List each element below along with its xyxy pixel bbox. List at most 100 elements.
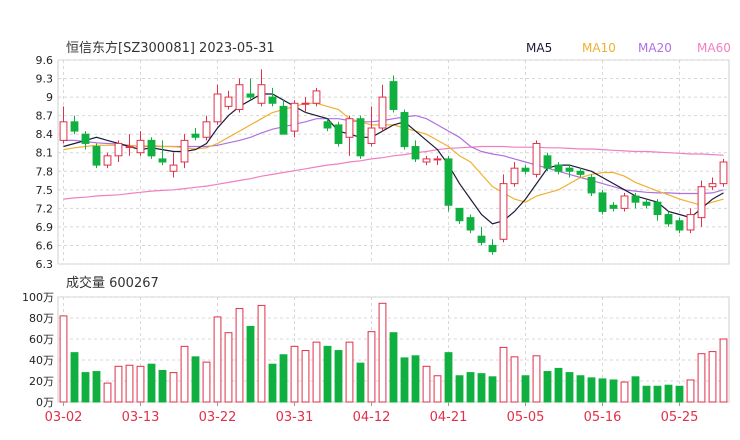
- volume-bar: [246, 325, 255, 403]
- candle: [466, 214, 475, 234]
- candle-body: [620, 195, 629, 209]
- candle-body: [191, 133, 200, 138]
- volume-bar: [708, 351, 717, 403]
- volume-bar: [675, 385, 684, 403]
- volume-tick-label: 60万: [29, 333, 54, 346]
- volume-bar: [455, 375, 464, 403]
- candle-body: [136, 139, 145, 154]
- candle: [334, 121, 343, 147]
- volume-tick-label: 20万: [29, 375, 54, 388]
- candle-body: [213, 93, 222, 123]
- candle: [719, 158, 728, 187]
- price-tick-label: 6.3: [36, 258, 54, 271]
- volume-bar: [334, 350, 343, 403]
- candle-body: [455, 207, 464, 222]
- candle-body: [543, 155, 552, 169]
- candle: [565, 165, 574, 178]
- date-axis: 03-02 03-13 03-22 03-31 04-12 04-21 05-05 05-16…: [45, 402, 698, 425]
- candle: [103, 152, 112, 169]
- volume-bar: [312, 341, 321, 403]
- volume-bar: [543, 371, 552, 403]
- candle-body: [367, 127, 376, 144]
- candle: [532, 140, 541, 178]
- volume-bar: [279, 354, 288, 403]
- candle-body: [565, 167, 574, 172]
- volume-bar: [136, 365, 145, 403]
- price-tick-label: 7.2: [36, 202, 54, 215]
- candle-body: [224, 96, 233, 107]
- volume-bar: [213, 316, 222, 403]
- candle-body: [664, 214, 673, 225]
- candle-body: [400, 112, 409, 148]
- volume-bar: [642, 385, 651, 403]
- candlesticks: [59, 69, 728, 255]
- candle-body: [246, 93, 255, 98]
- volume-bar: [653, 385, 662, 403]
- date-label: 03-22: [199, 410, 237, 425]
- volume-bar: [631, 376, 640, 403]
- date-label: 05-16: [584, 410, 622, 425]
- candle-body: [719, 161, 728, 185]
- volume-bar: [477, 373, 486, 403]
- volume-tick-label: 40万: [29, 354, 54, 367]
- volume-bar: [664, 384, 673, 403]
- volume-bar: [290, 345, 299, 403]
- volume-bar: [345, 341, 354, 403]
- candle-body: [510, 167, 519, 185]
- volume-bar: [532, 355, 541, 403]
- candle: [268, 87, 277, 107]
- volume-tick-label: 80万: [29, 312, 54, 325]
- candle-body: [697, 186, 706, 219]
- candle: [609, 202, 618, 212]
- ma-legend: MA5 MA10 MA20 MA60: [526, 41, 731, 55]
- candle-body: [653, 201, 662, 216]
- price-tick-label: 8.7: [36, 110, 54, 123]
- candle: [279, 100, 288, 135]
- candle-body: [114, 142, 123, 157]
- volume-bar: [444, 352, 453, 403]
- candle-body: [103, 155, 112, 166]
- candle: [345, 115, 354, 156]
- candle: [114, 140, 123, 162]
- candle-body: [70, 121, 79, 132]
- candle-body: [202, 121, 211, 138]
- candle: [521, 165, 530, 175]
- candle-body: [81, 133, 90, 144]
- volume-bar: [92, 371, 101, 403]
- candle: [697, 180, 706, 227]
- candle-body: [312, 90, 321, 104]
- volume-bar: [565, 372, 574, 403]
- candle: [620, 192, 629, 212]
- candle-body: [488, 244, 497, 253]
- date-label: 03-13: [122, 410, 160, 425]
- candle: [477, 226, 486, 246]
- volume-bar: [125, 364, 134, 403]
- candle: [257, 69, 266, 107]
- candle: [235, 78, 244, 113]
- candle-body: [499, 183, 508, 240]
- candle-body: [686, 214, 695, 231]
- candle: [510, 162, 519, 187]
- candle-body: [180, 139, 189, 163]
- volume-bar: [411, 355, 420, 403]
- candle: [631, 192, 640, 209]
- volume-bar: [378, 302, 387, 403]
- price-tick-label: 8.4: [36, 128, 54, 141]
- candle-body: [411, 146, 420, 160]
- candle: [191, 128, 200, 141]
- candle: [598, 189, 607, 215]
- candle-body: [576, 170, 585, 175]
- candle-body: [356, 118, 365, 157]
- price-axis: 9.6 9.3 9 8.7 8.4 8.1 7.8 7.5 7.2 6.9 6.6 6.3: [36, 54, 54, 271]
- volume-bar: [433, 375, 442, 403]
- candle: [587, 174, 596, 196]
- candle: [389, 75, 398, 113]
- candle: [290, 100, 299, 138]
- candle: [147, 137, 156, 159]
- candle: [224, 90, 233, 110]
- candle-body: [433, 158, 442, 161]
- candle-body: [631, 195, 640, 203]
- volume-bar: [587, 377, 596, 403]
- candle-body: [334, 124, 343, 144]
